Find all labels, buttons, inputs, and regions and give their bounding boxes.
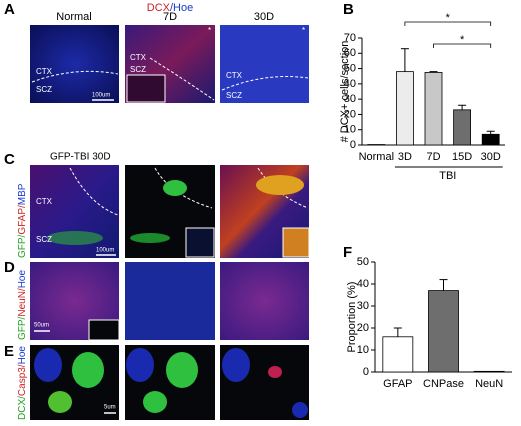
boundary	[149, 57, 215, 101]
x-tick-label: 7D	[426, 151, 440, 163]
image	[220, 25, 309, 103]
column-title: Normal	[56, 11, 91, 23]
side-label-part: MBP	[17, 183, 28, 205]
bar	[453, 109, 472, 146]
column-title: 7D	[163, 11, 177, 23]
star: *	[208, 26, 211, 35]
y-tick-label: 20	[357, 322, 369, 334]
side-label-part: NeuN/	[17, 288, 28, 317]
y-tick-label: 30	[357, 300, 369, 312]
image	[30, 25, 119, 103]
x-tick-label: GFAP	[383, 378, 412, 390]
y-axis-label: Proportion (%)	[346, 282, 358, 353]
significance-star: *	[460, 34, 465, 46]
side-label-part: GFAP/	[17, 205, 28, 235]
panel-letter: E	[4, 343, 14, 360]
signal	[163, 180, 187, 196]
bar	[382, 336, 414, 373]
region-label: CTX	[226, 71, 243, 80]
significance-star: *	[446, 12, 451, 24]
star: *	[302, 26, 305, 35]
y-tick-label: 10	[344, 124, 356, 136]
x-tick-label: 15D	[452, 151, 472, 163]
column-title: 30D	[254, 11, 274, 23]
side-label: GFP/NeuN/Hoe	[17, 270, 28, 340]
region-label: SCZ	[36, 235, 52, 244]
scale-bar-label: 100um	[96, 248, 114, 254]
y-tick-label: 10	[357, 344, 369, 356]
y-tick-label: 50	[344, 62, 356, 74]
signal	[130, 233, 170, 243]
y-axis-label: # DCX+ cells/section	[339, 41, 351, 143]
panel-letter: C	[4, 151, 15, 168]
header: DCX	[147, 2, 171, 14]
x-tick-label: Normal	[359, 151, 394, 163]
x-tick-label: CNPase	[423, 378, 464, 390]
region-label: CTX	[36, 67, 53, 76]
y-tick-label: 30	[344, 93, 356, 105]
side-label-part: GFP/	[17, 234, 28, 258]
y-tick-label: 60	[344, 47, 356, 59]
significance-bracket	[404, 21, 492, 26]
cell	[166, 352, 198, 388]
cell	[222, 348, 250, 382]
signal	[47, 231, 103, 245]
y-tick-label: 70	[344, 32, 356, 44]
side-label-part: DCX/	[17, 396, 28, 420]
cell	[126, 348, 154, 382]
panel-letter: A	[4, 1, 15, 18]
bar	[424, 71, 443, 146]
inset	[126, 74, 166, 103]
region-label: CTX	[36, 197, 53, 206]
panel-letter: D	[4, 259, 15, 276]
side-label: DCX/Casp3/Hoe	[17, 346, 28, 420]
cell	[48, 391, 72, 413]
inset	[185, 227, 215, 258]
side-label: GFP/GFAP/MBP	[17, 183, 28, 258]
cell	[268, 366, 282, 378]
inset	[88, 319, 120, 341]
y-tick-label: 50	[357, 256, 369, 268]
side-label-part: Casp3/	[17, 364, 28, 396]
cell	[72, 352, 104, 388]
region-label: CTX	[130, 53, 147, 62]
region-label: SCZ	[36, 85, 52, 94]
cell	[143, 391, 167, 413]
inset	[282, 227, 310, 258]
panel-letter: B	[343, 1, 354, 18]
cell	[292, 402, 308, 418]
image	[125, 262, 215, 340]
bar	[481, 133, 500, 146]
significance-bracket	[433, 43, 492, 48]
y-tick-label: 40	[357, 278, 369, 290]
boundary	[69, 167, 119, 216]
bar	[473, 370, 505, 373]
bar	[395, 71, 414, 146]
x-tick-label: 30D	[481, 151, 501, 163]
y-tick-label: 40	[344, 78, 356, 90]
side-label-part: Hoe	[17, 270, 28, 289]
scale-bar-label: 50um	[34, 323, 49, 329]
y-tick-label: 20	[344, 108, 356, 120]
scale-bar-label: 5um	[104, 405, 116, 411]
signal	[256, 175, 304, 195]
side-label-part: GFP/	[17, 316, 28, 340]
region-label: SCZ	[226, 91, 242, 100]
x-tick-label: NeuN	[475, 378, 503, 390]
panel-letter: F	[343, 244, 352, 261]
y-tick-label: 0	[350, 139, 356, 151]
x-tick-label: 3D	[398, 151, 412, 163]
side-label-part: Hoe	[17, 346, 28, 365]
image	[220, 262, 309, 340]
scale-bar-label: 100um	[92, 93, 110, 99]
group-label: TBI	[439, 170, 456, 182]
y-tick-label: 0	[363, 366, 369, 378]
cell	[34, 348, 62, 382]
panel-title: GFP-TBI 30D	[50, 152, 111, 163]
bar	[428, 290, 459, 373]
header: /Hoe	[170, 2, 193, 14]
region-label: SCZ	[130, 65, 146, 74]
